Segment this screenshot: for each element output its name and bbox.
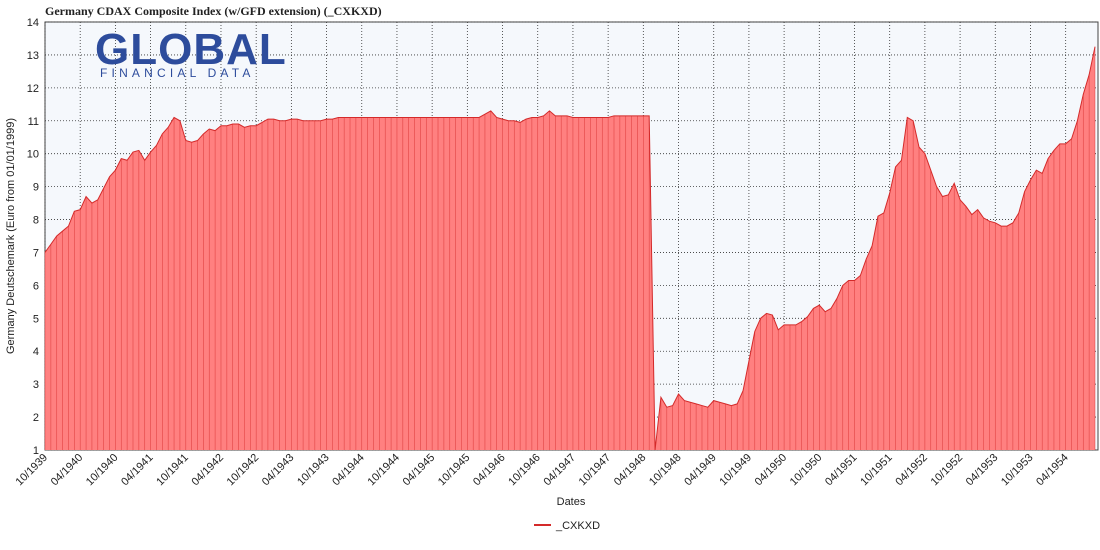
- x-tick-label: 04/1945: [401, 452, 438, 489]
- y-tick-label: 4: [33, 346, 39, 358]
- y-tick-label: 10: [27, 149, 39, 161]
- x-tick-label: 04/1952: [893, 452, 930, 489]
- x-tick-label: 10/1943: [295, 452, 332, 489]
- x-tick-label: 04/1954: [1034, 452, 1071, 489]
- x-tick-label: 04/1946: [471, 452, 508, 489]
- y-tick-label: 3: [33, 379, 39, 391]
- y-axis-label: Germany Deutschemark (Euro from 01/01/19…: [5, 118, 17, 354]
- area: [45, 46, 1095, 450]
- x-tick-label: 10/1952: [929, 452, 966, 489]
- x-tick-label: 04/1949: [682, 452, 719, 489]
- x-tick-label: 10/1950: [788, 452, 825, 489]
- x-tick-label: 10/1939: [14, 452, 51, 489]
- y-tick-label: 11: [28, 116, 39, 128]
- x-tick-label: 10/1951: [858, 452, 895, 489]
- x-tick-label: 04/1943: [260, 452, 297, 489]
- legend-label: _CXKXD: [555, 520, 600, 532]
- y-tick-label: 9: [33, 182, 39, 194]
- x-tick-label: 10/1949: [717, 452, 754, 489]
- x-tick-label: 10/1944: [365, 452, 402, 489]
- x-tick-label: 10/1945: [436, 452, 473, 489]
- logo-tagline: FINANCIAL DATA: [100, 66, 255, 80]
- x-tick-label: 10/1940: [84, 452, 121, 489]
- y-tick-label: 6: [33, 280, 39, 292]
- chart-title: Germany CDAX Composite Index (w/GFD exte…: [45, 4, 382, 18]
- x-tick-label: 10/1947: [577, 452, 614, 489]
- x-tick-label: 04/1950: [753, 452, 790, 489]
- y-tick-label: 5: [33, 313, 39, 325]
- y-tick-label: 7: [33, 247, 39, 259]
- x-tick-label: 04/1951: [823, 452, 860, 489]
- y-tick-label: 12: [27, 83, 39, 95]
- y-tick-label: 13: [27, 50, 39, 62]
- y-tick-label: 8: [33, 215, 39, 227]
- x-tick-label: 10/1946: [506, 452, 543, 489]
- x-tick-label: 10/1941: [154, 452, 191, 489]
- x-tick-label: 04/1953: [964, 452, 1001, 489]
- x-tick-label: 04/1947: [541, 452, 578, 489]
- y-tick-label: 1: [33, 445, 39, 457]
- x-tick-label: 10/1948: [647, 452, 684, 489]
- x-axis-label: Dates: [557, 496, 586, 508]
- x-tick-label: 10/1942: [225, 452, 262, 489]
- x-tick-label: 04/1941: [119, 452, 156, 489]
- line: [44, 46, 1096, 451]
- x-tick-label: 10/1953: [999, 452, 1036, 489]
- y-tick-label: 14: [27, 17, 39, 29]
- y-tick-label: 2: [33, 412, 39, 424]
- x-tick-label: 04/1940: [49, 452, 86, 489]
- logo-name: GLOBAL: [95, 25, 287, 74]
- x-tick-label: 04/1948: [612, 452, 649, 489]
- x-tick-label: 04/1944: [330, 452, 367, 489]
- x-tick-label: 04/1942: [189, 452, 226, 489]
